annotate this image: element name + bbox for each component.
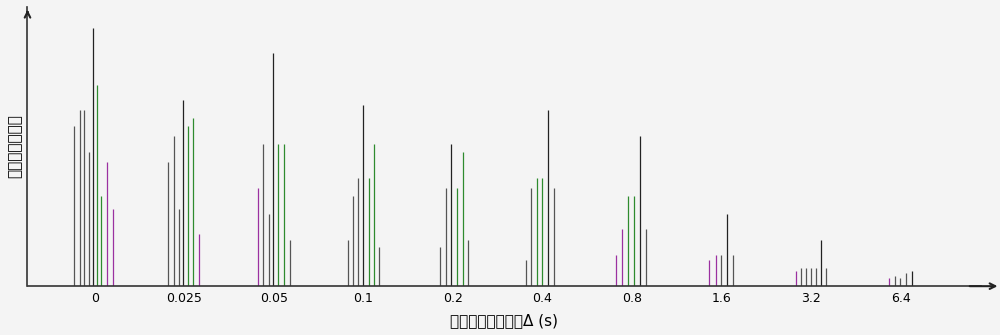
X-axis label: 横向弛豫演化时间Δ (s): 横向弛豫演化时间Δ (s) [450,313,558,328]
Y-axis label: 归一化信号强度: 归一化信号强度 [7,115,22,179]
